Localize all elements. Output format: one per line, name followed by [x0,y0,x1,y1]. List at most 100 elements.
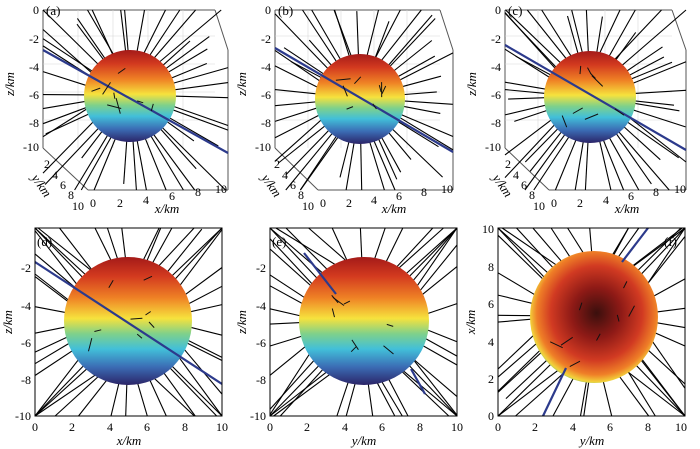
panel-label-c: (c) [508,3,522,18]
ray-path [497,355,561,417]
x-tick-c-2: 4 [603,193,609,207]
ray-stub [386,323,394,327]
ray-path [269,308,304,318]
x-tick-f-3: 6 [607,420,613,434]
y-tick-d-4: -10 [15,409,31,423]
y-tick-d-3: -8 [21,373,31,387]
y-tick-e-3: -8 [256,373,266,387]
ray-path [365,9,380,62]
ray-stub [115,97,121,114]
ray-path [269,346,315,415]
ray-stub [143,275,153,281]
well-line-e-2 [410,368,426,395]
ray-path [285,127,337,191]
ray-stub [628,305,635,317]
ray-path [161,40,191,68]
ray-path [397,227,458,282]
axes-frame-e [269,227,458,417]
ray-path [504,12,559,71]
ray-stub [590,73,596,79]
z-tick-a-2: -4 [29,60,39,74]
ray-path [392,110,454,138]
ray-path [514,108,550,122]
z-tick-c-1: -2 [491,32,501,46]
ray-stub [381,85,387,95]
z-tick-b-0: 0 [265,3,271,17]
x-label-d: x/km [116,433,142,448]
x-tick-e-3: 6 [379,420,385,434]
sphere-e [299,257,429,385]
ray-path [147,126,196,191]
y-tick-f-5: 10 [482,222,494,236]
y-tick-c-2: 6 [521,178,527,192]
ray-path [647,334,686,389]
ray-path [42,71,94,89]
ray-stub [91,87,101,92]
ray-stub [616,314,620,322]
y-tick-e-1: -4 [256,299,266,313]
ray-path [378,376,403,417]
ray-path [308,227,349,263]
ray-stub [102,82,111,95]
ray-stub [383,345,394,355]
x-tick-d-1: 2 [69,420,75,434]
panel-label-d: (d) [37,234,52,249]
sphere-b [315,54,405,144]
x-label-f: y/km [578,433,605,448]
ray-path [402,227,458,284]
ray-path [629,358,686,417]
ray-path [604,128,640,191]
well-line-f [542,367,567,417]
x-tick-f-4: 8 [645,420,651,434]
ray-path [279,361,330,417]
ray-path [141,131,167,191]
ray-path [308,39,333,67]
ray-path [607,9,636,60]
ray-path [34,230,85,294]
box-a [42,9,229,191]
ray-stub [351,339,359,350]
ray-path [411,227,458,294]
x-label-a: x/km [154,201,180,216]
panel-d: (d) -2 -4 -6 -8 -10 z/km 0 2 4 6 8 10 x/… [0,227,228,448]
ray-path [394,114,454,151]
y-label-a: y/km [27,169,55,199]
surface-ray-stubs [561,65,625,128]
ray-path [612,32,637,65]
y-tick-a-3: 4 [52,168,58,182]
well-line-a [42,49,229,154]
x-tick-f-1: 2 [532,420,538,434]
ray-path [627,227,686,271]
x-tick-a-3: 6 [169,189,175,203]
x-tick-b-4: 8 [421,185,427,199]
z-tick-a-1: -2 [29,32,39,46]
well-line-f-2 [621,227,649,263]
x-tick-b-3: 6 [396,189,402,203]
ray-path [379,134,402,173]
y-tick-a-1: 8 [68,188,74,202]
ray-path [42,107,90,138]
x-tick-e-0: 0 [267,420,273,434]
ray-stub [108,280,114,289]
ray-path [618,364,686,417]
y-tick-d-2: -6 [21,336,31,350]
panel-a: (a) 0 -2 -4 -6 -8 -10 z/km 10 8 6 4 2 y/… [2,3,229,216]
ray-stub [331,294,339,304]
ray-stub [136,333,143,339]
ray-path [42,9,106,72]
x-tick-a-5: 10 [215,182,227,196]
ray-path [629,89,687,95]
well-line-b [274,47,454,153]
panel-label-e: (e) [272,234,286,249]
ray-path [372,227,386,263]
ray-path [345,380,357,417]
y-tick-b-4: 2 [274,157,280,171]
panel-e: (e) -2 -4 -6 -8 -10 z/km 0 2 4 6 8 10 y/… [234,227,463,448]
x-tick-c-1: 2 [577,196,583,210]
ray-path [274,65,322,90]
ray-path [574,136,585,191]
ray-path [552,373,577,417]
y-tick-b-0: 10 [302,199,314,213]
x-tick-c-3: 6 [628,189,634,203]
surface-ray-stubs [335,76,387,110]
